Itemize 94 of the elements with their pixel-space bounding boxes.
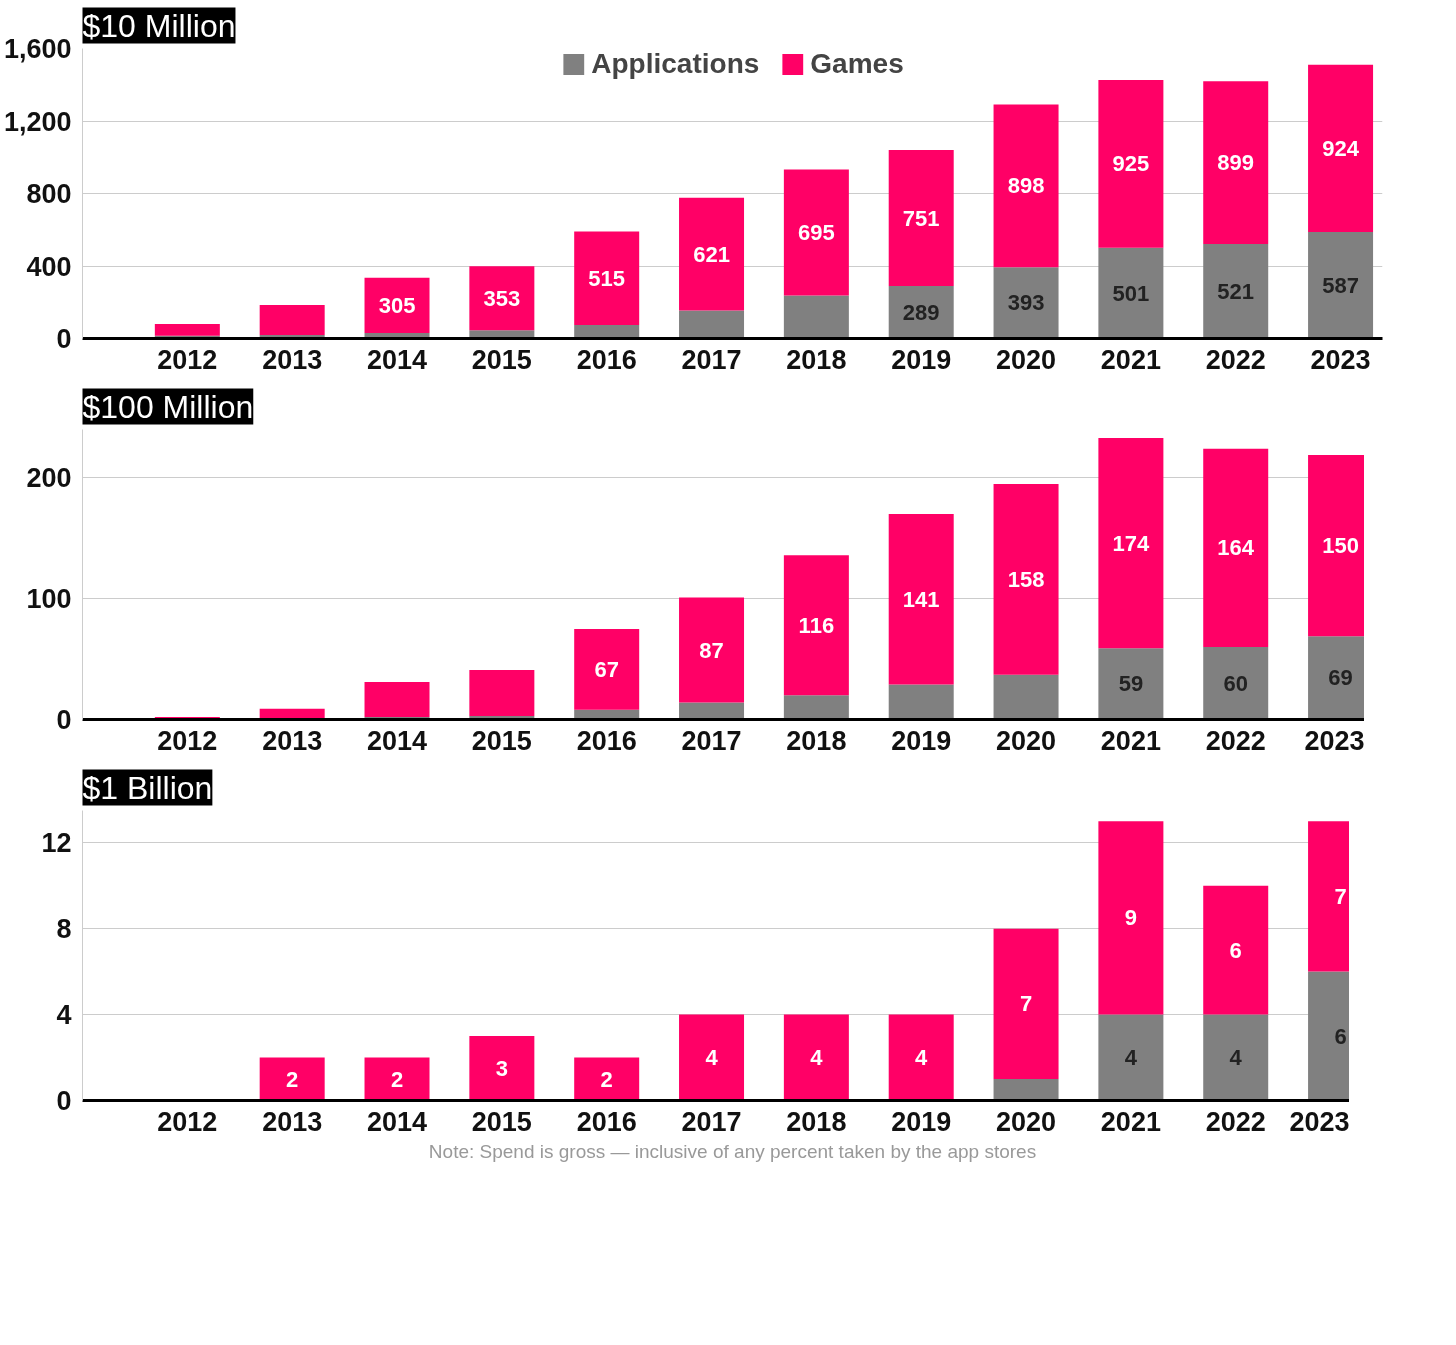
x-tick-label: 2020 [996,344,1057,375]
x-tick-label: 2019 [891,344,952,375]
data-label: 164 [1217,535,1255,561]
x-tick-label: 2023 [1310,344,1371,375]
x-tick-label: 2017 [681,344,742,375]
x-tick-label: 2017 [681,1106,742,1137]
data-label: 4 [705,1045,719,1071]
data-label: 4 [915,1045,929,1071]
data-label: 898 [1007,173,1045,199]
x-tick-label: 2012 [157,1106,218,1137]
text: Note: Spend is gross — inclusive of any percent taken by the app stores [428,1140,1037,1162]
data-label: 4 [810,1045,824,1071]
y-tick-label: 0 [56,705,72,735]
x-tick-label: 2018 [786,344,847,375]
data-label: 587 [1322,272,1359,298]
data-label: 924 [1322,135,1360,161]
data-label: 2 [390,1066,404,1092]
x-tick-label: 2018 [786,1106,847,1137]
x-tick-label: 2014 [366,1106,428,1137]
x-tick-label: 2014 [366,344,428,375]
data-label: 2 [286,1066,299,1092]
legend-label: Games [810,48,904,80]
data-label: 305 [378,292,416,318]
legend-label: Applications [591,48,760,80]
x-tick-label: 2013 [262,725,323,756]
data-label: 289 [902,299,940,325]
y-tick-label: 1,600 [3,34,72,64]
x-tick-label: 2023 [1289,1106,1350,1137]
x-tick-label: 2022 [1205,344,1266,375]
data-label: 515 [588,265,626,291]
data-label: 751 [902,205,940,231]
x-tick-label: 2021 [1100,344,1161,375]
data-label: 67 [594,656,619,682]
data-label: 3 [495,1055,508,1081]
y-tick-label: 4 [56,1000,72,1031]
data-label: 501 [1112,280,1150,306]
x-tick-label: 2012 [157,344,218,375]
data-label: 695 [798,220,835,246]
chart-title: $10 Million [82,7,236,44]
x-tick-label: 2016 [576,725,637,756]
x-tick-label: 2019 [891,725,952,756]
x-tick-label: 2021 [1100,1106,1161,1137]
y-tick-label: 12 [41,828,72,859]
y-tick-label: 200 [26,463,72,494]
y-tick-label: 100 [26,584,72,615]
chart-title: $100 Million [82,388,254,425]
data-label: 59 [1118,671,1144,697]
data-label: 60 [1223,670,1248,696]
x-tick-label: 2020 [996,1106,1057,1137]
data-label: 69 [1328,665,1353,691]
data-label: 87 [699,637,724,663]
y-tick-label: 8 [56,914,72,945]
data-label: 174 [1112,530,1150,556]
data-label: 521 [1217,278,1255,304]
x-tick-label: 2019 [891,1106,952,1137]
x-tick-label: 2020 [996,725,1057,756]
x-tick-label: 2014 [366,725,428,756]
x-tick-label: 2016 [576,344,637,375]
data-label: 116 [798,612,835,638]
data-label: 393 [1007,290,1045,316]
x-tick-label: 2017 [681,725,742,756]
x-tick-label: 2023 [1304,725,1365,756]
x-tick-label: 2015 [471,725,532,756]
data-label: 7 [1019,991,1033,1017]
x-tick-label: 2022 [1205,725,1266,756]
data-label: 9 [1124,905,1138,931]
data-label: 150 [1322,533,1359,558]
x-tick-label: 2022 [1205,1106,1266,1137]
chart-title: $1 Billion [82,769,213,806]
y-tick-label: 0 [56,1086,72,1116]
data-label: 6 [1334,1023,1347,1049]
data-label: 899 [1217,150,1255,176]
data-label: 141 [902,586,940,612]
data-label: 621 [693,241,730,267]
data-label: 7 [1334,883,1347,909]
data-label: 2 [600,1066,613,1092]
x-tick-label: 2018 [786,725,847,756]
x-tick-label: 2012 [157,725,218,756]
data-label: 4 [1229,1045,1243,1071]
x-tick-label: 2015 [471,344,532,375]
x-tick-label: 2016 [576,1106,637,1137]
x-tick-label: 2021 [1100,725,1161,756]
y-tick-label: 400 [26,251,72,282]
y-tick-label: 1,200 [3,106,72,137]
data-label: 158 [1007,566,1045,592]
data-label: 925 [1112,151,1150,177]
x-tick-label: 2015 [471,1106,532,1137]
x-tick-label: 2013 [262,1106,323,1137]
data-label: 353 [483,285,521,311]
y-tick-label: 800 [26,179,72,209]
y-tick-label: 0 [56,324,72,354]
x-tick-label: 2013 [262,344,323,375]
data-label: 6 [1229,937,1242,963]
data-label: 4 [1124,1045,1138,1071]
